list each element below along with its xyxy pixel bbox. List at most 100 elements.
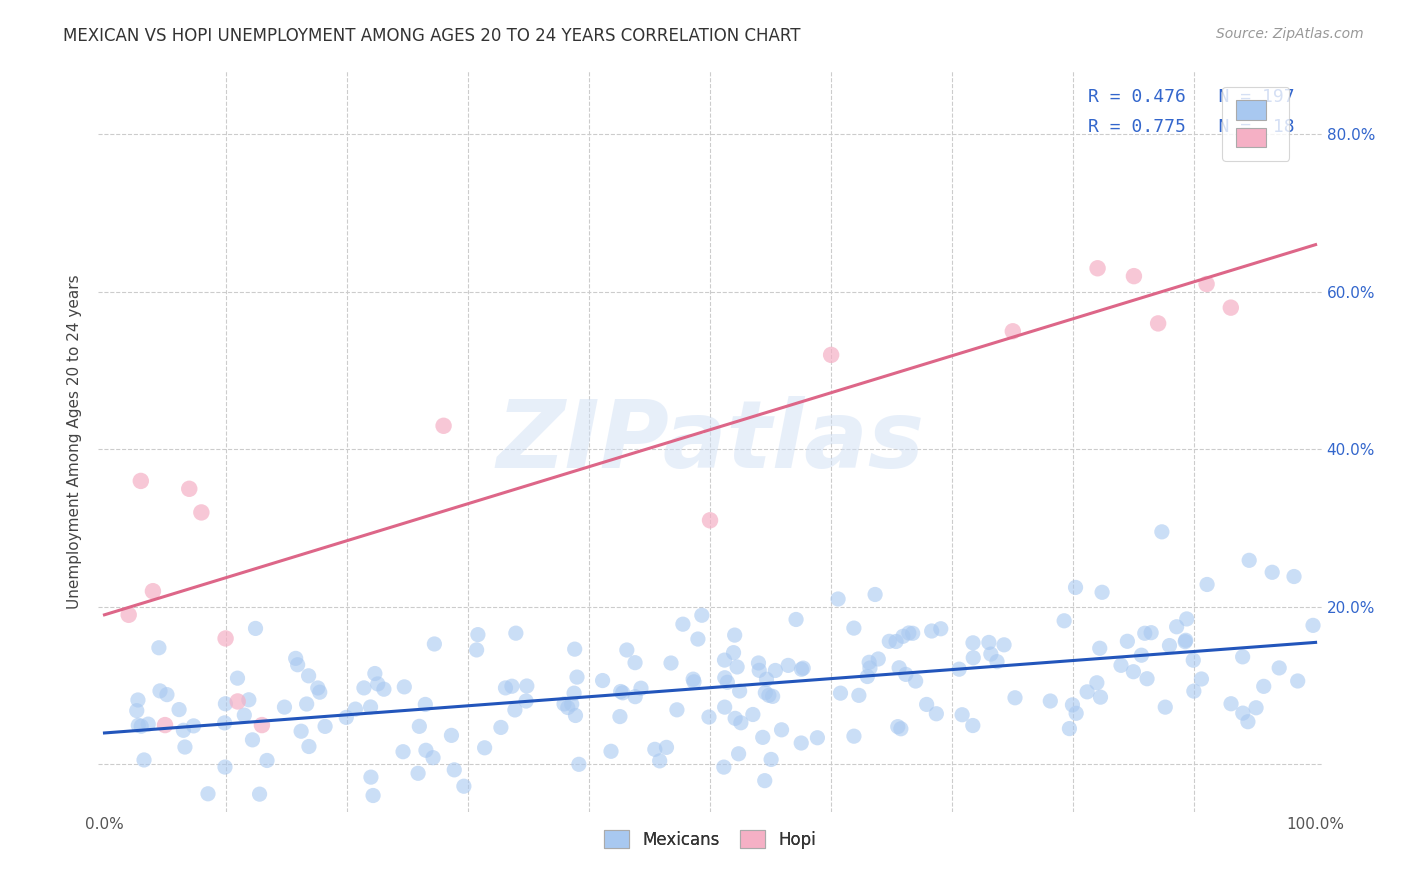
Point [118,607,141,622]
Point [501,679,523,693]
Point [1253,679,1275,693]
Point [565,670,588,684]
Point [655,740,678,755]
Point [962,636,984,650]
Point [1064,706,1087,721]
Point [1136,672,1159,686]
Point [747,656,769,670]
Point [755,673,778,687]
Point [672,617,695,632]
Point [751,731,773,745]
Point [993,638,1015,652]
Point [1182,653,1205,667]
Point [1189,672,1212,686]
Point [1232,649,1254,664]
Point [1109,658,1132,673]
Point [858,655,880,669]
Point [1175,612,1198,626]
Point [238,693,260,707]
Point [929,622,952,636]
Point [848,689,870,703]
Point [245,622,267,636]
Point [758,689,780,703]
Point [1174,633,1197,648]
Point [842,621,865,635]
Point [1147,317,1170,331]
Point [443,763,465,777]
Point [592,673,614,688]
Point [226,694,249,708]
Point [727,747,749,761]
Point [360,700,382,714]
Point [612,686,634,700]
Point [665,703,688,717]
Point [624,656,647,670]
Point [214,697,236,711]
Point [1062,698,1084,712]
Point [915,698,938,712]
Point [713,671,735,685]
Point [149,684,172,698]
Point [1220,697,1243,711]
Point [394,680,416,694]
Point [806,731,828,745]
Point [962,650,984,665]
Point [190,505,212,519]
Point [891,629,914,643]
Point [792,661,814,675]
Point [290,724,312,739]
Point [214,760,236,774]
Point [440,728,463,742]
Point [1197,577,1219,591]
Point [879,634,901,648]
Point [179,482,201,496]
Point [127,718,149,732]
Point [250,718,273,732]
Text: Source: ZipAtlas.com: Source: ZipAtlas.com [1216,27,1364,41]
Point [725,660,748,674]
Point [600,744,623,758]
Point [1001,324,1024,338]
Point [214,715,236,730]
Point [1116,634,1139,648]
Point [167,702,190,716]
Point [406,766,429,780]
Point [785,612,807,626]
Point [465,643,488,657]
Point [713,653,735,667]
Point [423,637,446,651]
Point [284,651,307,665]
Point [132,753,155,767]
Point [415,743,437,757]
Point [741,707,763,722]
Point [1091,585,1114,599]
Point [859,661,882,675]
Point [408,719,430,733]
Point [233,708,256,723]
Point [977,635,1000,649]
Point [1244,700,1267,714]
Point [1085,675,1108,690]
Point [367,677,389,691]
Point [298,739,321,754]
Point [295,697,318,711]
Point [314,719,336,733]
Point [1064,581,1087,595]
Point [568,757,591,772]
Point [174,739,197,754]
Point [683,674,706,689]
Point [489,721,512,735]
Point [948,662,970,676]
Point [129,474,152,488]
Point [249,787,271,801]
Point [373,682,395,697]
Point [1237,553,1260,567]
Point [901,626,924,640]
Point [353,681,375,695]
Point [925,706,948,721]
Point [1140,625,1163,640]
Point [308,685,330,699]
Point [1122,665,1144,679]
Point [1053,614,1076,628]
Point [690,608,713,623]
